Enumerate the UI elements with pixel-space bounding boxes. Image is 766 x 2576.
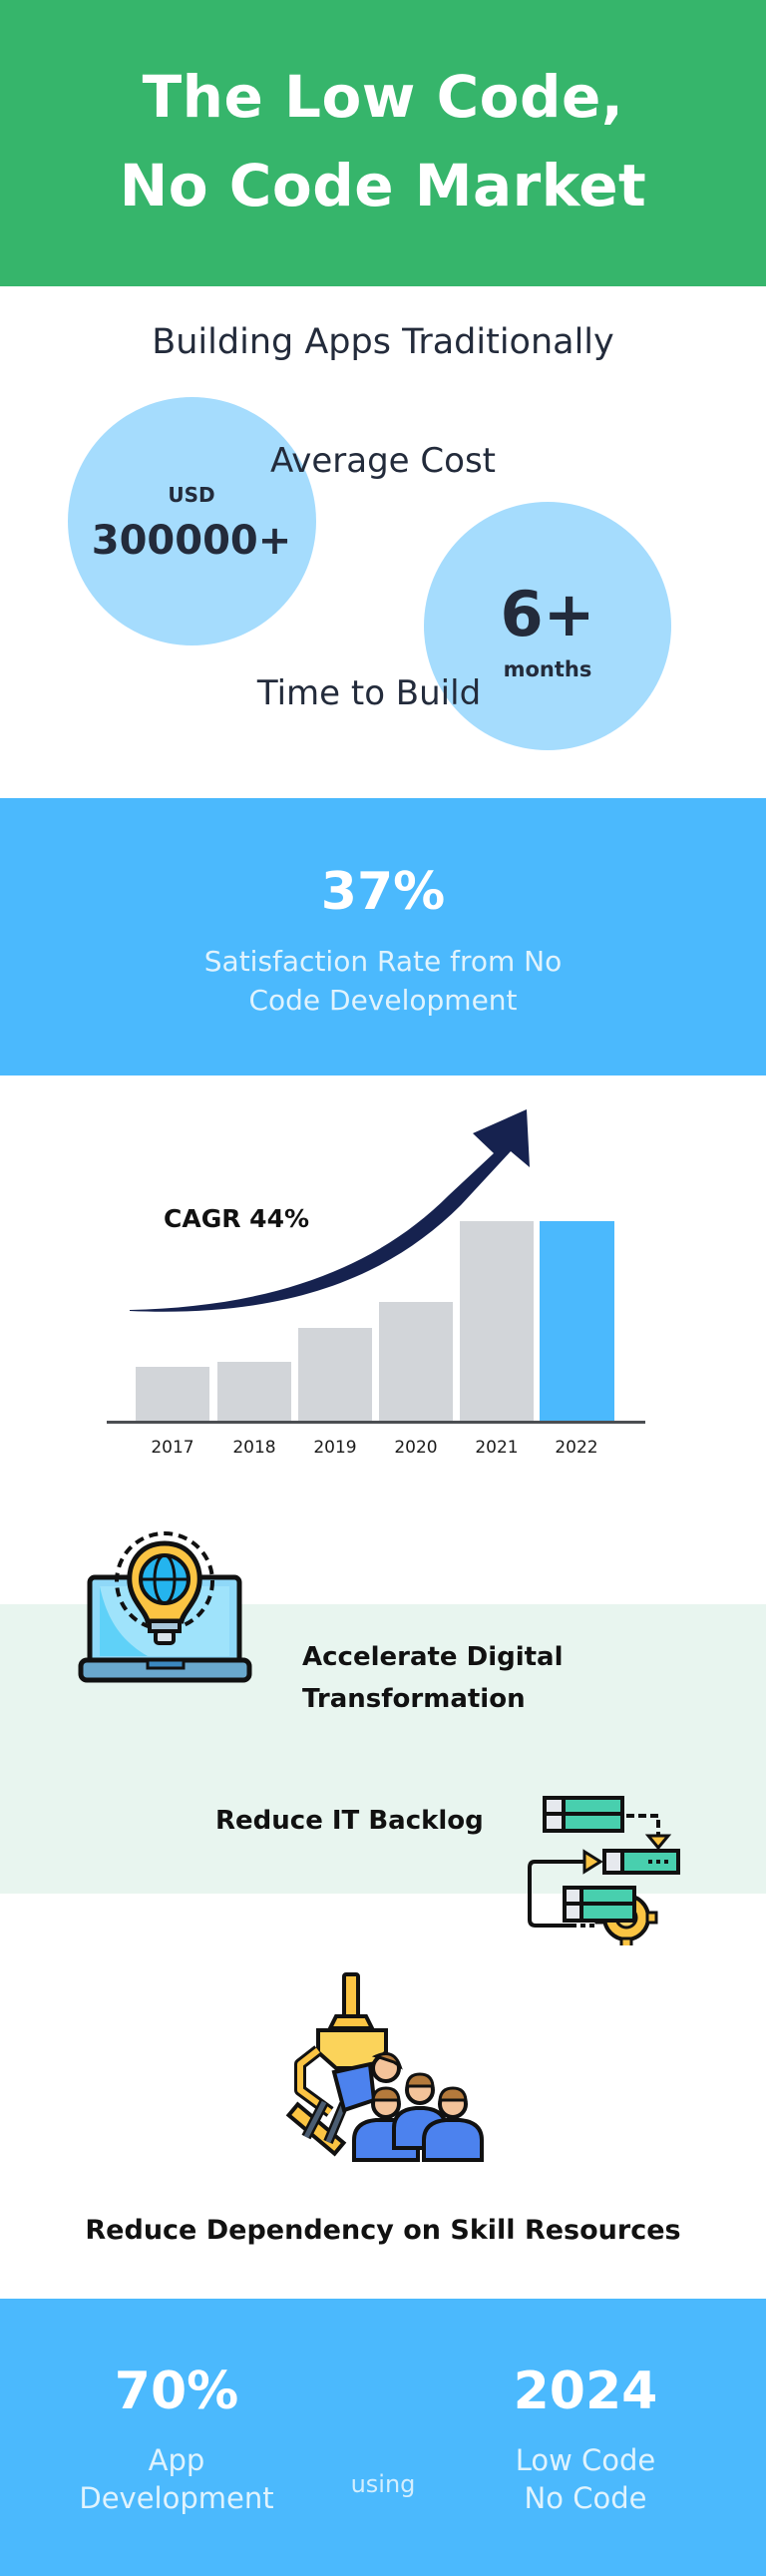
cost-circle <box>68 397 316 645</box>
footer-right-line-1: Low Code <box>515 2443 656 2477</box>
benefit-reduce-dependency: Reduce Dependency on Skill Resources <box>85 2215 681 2246</box>
currency-label: USD <box>168 483 215 507</box>
traditional-section: Building Apps Traditionally Average Cost… <box>0 286 766 798</box>
footer-right-value: 2024 <box>513 2361 658 2421</box>
time-value: 6+ <box>500 578 595 650</box>
satisfaction-band: 37% Satisfaction Rate from No Code Devel… <box>0 798 766 1075</box>
footer-left-line-2: Development <box>79 2481 274 2515</box>
workflow-gear-icon <box>528 1796 680 1945</box>
hero-banner: The Low Code, No Code Market <box>0 0 766 286</box>
tick-2018: 2018 <box>232 1438 276 1458</box>
tick-2019: 2019 <box>313 1438 357 1458</box>
footer-connector: using <box>350 2470 416 2498</box>
tick-2021: 2021 <box>475 1438 519 1458</box>
tick-2022: 2022 <box>555 1438 598 1458</box>
satisfaction-value: 37% <box>320 862 446 922</box>
bar-2022 <box>540 1221 614 1422</box>
average-cost-value: 300000+ <box>91 518 292 564</box>
average-cost-label: Average Cost <box>269 441 496 481</box>
benefit-reduce-backlog: Reduce IT Backlog <box>215 1806 484 1836</box>
crane-hiring-people-icon <box>285 1972 484 2162</box>
bar-2018 <box>217 1362 291 1422</box>
tick-2020: 2020 <box>394 1438 438 1458</box>
time-circle <box>424 502 671 750</box>
bar-2021 <box>460 1221 534 1422</box>
section-heading: Building Apps Traditionally <box>152 322 614 362</box>
laptop-lightbulb-globe-icon <box>78 1531 252 1683</box>
bar-2020 <box>379 1302 453 1422</box>
footer-left-value: 70% <box>114 2361 239 2421</box>
satisfaction-label-line-2: Code Development <box>248 984 518 1017</box>
growth-arrow-icon <box>130 1109 530 1312</box>
satisfaction-label-line-1: Satisfaction Rate from No <box>203 945 563 978</box>
time-to-build-label: Time to Build <box>256 673 482 713</box>
x-axis-line <box>107 1421 645 1424</box>
tick-2017: 2017 <box>151 1438 194 1458</box>
benefit-accelerate-line-2: Transformation <box>302 1684 526 1714</box>
footer-right-line-2: No Code <box>524 2481 647 2515</box>
page-title-line-2: No Code Market <box>119 152 647 219</box>
bar-2019 <box>298 1328 372 1422</box>
growth-chart: CAGR 44% 2017 2018 2019 2020 2021 2022 <box>0 1075 766 1495</box>
bar-2017 <box>136 1367 209 1422</box>
cagr-annotation: CAGR 44% <box>164 1204 310 1233</box>
footer-band: 70% App Development using 2024 Low Code … <box>0 2299 766 2576</box>
time-unit: months <box>503 657 592 681</box>
benefit-accelerate-line-1: Accelerate Digital <box>302 1642 564 1672</box>
footer-left-line-1: App <box>148 2443 205 2477</box>
page-title-line-1: The Low Code, <box>142 63 624 131</box>
